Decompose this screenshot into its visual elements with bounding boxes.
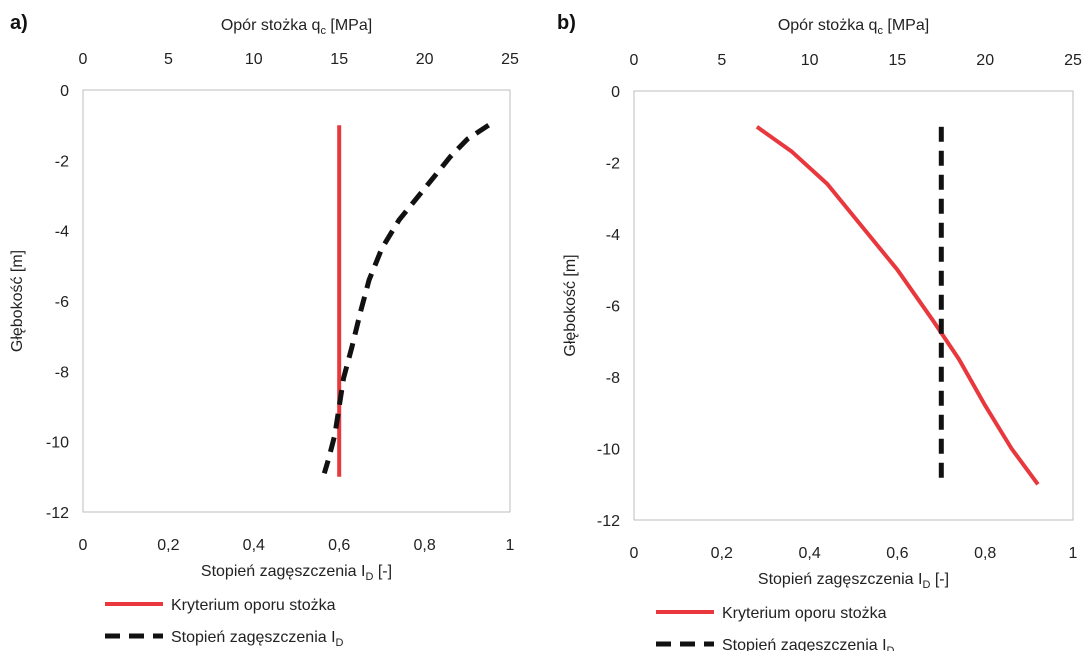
plot-area	[633, 90, 1074, 521]
series-line-criterion	[755, 125, 1040, 486]
bottom-axis-tick-label: 0	[79, 537, 88, 554]
y-axis-tick-label: -6	[55, 294, 69, 311]
chart-svg-b: 0 5 10 15 20 250 0,2 0,4 0,6 0,8 10-2-4-6-8-10-12O…	[562, 17, 1082, 656]
legend-label: Stopień zagęszczenia ID	[171, 629, 344, 649]
y-axis-tick-label: -2	[55, 153, 69, 170]
bottom-axis-tick-label: 1	[506, 537, 515, 554]
chart-svg-a: 0 5 10 15 20 250 0,2 0,4 0,6 0,8 10-2-4-6-8-10-12O…	[9, 17, 519, 649]
y-axis-tick-label: -4	[606, 227, 620, 244]
y-axis-tick-label: -8	[606, 370, 620, 387]
y-axis-tick-label: -6	[606, 299, 620, 316]
top-axis-tick-label: 20	[416, 51, 434, 68]
bottom-axis-tick-label: 0,8	[974, 545, 996, 562]
bottom-axis-tick-label: 0,4	[798, 545, 820, 562]
bottom-axis-title: Stopień zagęszczenia ID [-]	[201, 563, 392, 583]
top-axis-tick-label: 5	[164, 51, 173, 68]
top-axis-tick-label: 10	[801, 52, 819, 69]
series-line-density	[321, 123, 490, 475]
top-axis-tick-label: 10	[245, 51, 263, 68]
y-axis-tick-label: -12	[597, 513, 620, 530]
top-axis-tick-label: 15	[889, 52, 907, 69]
top-axis-tick-label: 25	[1064, 52, 1082, 69]
legend-label: Stopień zagęszczenia ID	[722, 637, 895, 651]
y-axis-tick-label: -8	[55, 364, 69, 381]
plot-area	[82, 89, 511, 513]
top-axis-tick-label: 20	[976, 52, 994, 69]
top-axis-tick-label: 15	[330, 51, 348, 68]
y-axis-tick-label: -12	[46, 505, 69, 522]
bottom-axis-tick-label: 0,8	[413, 537, 435, 554]
top-axis-tick-label: 25	[501, 51, 519, 68]
y-axis-tick-label: 0	[60, 83, 69, 100]
bottom-axis-tick-label: 0,4	[243, 537, 265, 554]
legend-label: Kryterium oporu stożka	[171, 597, 336, 614]
bottom-axis-tick-label: 0,2	[711, 545, 733, 562]
bottom-axis-tick-label: 1	[1069, 545, 1078, 562]
chart-panel-a: a) 0 5 10 15 20 25 0 0,2 0,4 0,6 0,8 1 0 -2 -4 -6 -8 -10-…	[0, 0, 543, 651]
chart-panel-b: b) 0 5 10 15 20 25 0 0,2 0,4 0,6 0,8 1 0 -2 -4 -6 -8 -10-…	[543, 0, 1086, 656]
top-axis-tick-label: 0	[630, 52, 639, 69]
y-axis-tick-label: -10	[46, 435, 69, 452]
panel-label: b)	[557, 12, 576, 34]
top-axis-tick-label: 5	[717, 52, 726, 69]
y-axis-tick-label: -10	[597, 442, 620, 459]
top-axis-title: Opór stożka qc [MPa]	[778, 17, 929, 37]
y-axis-tick-label: -2	[606, 156, 620, 173]
bottom-axis-tick-label: 0,6	[328, 537, 350, 554]
bottom-axis-title: Stopień zagęszczenia ID [-]	[758, 571, 949, 591]
y-axis-tick-label: 0	[611, 84, 620, 101]
top-axis-title: Opór stożka qc [MPa]	[221, 17, 372, 37]
y-axis-tick-label: -4	[55, 224, 69, 241]
y-axis-title: Głębokość [m]	[562, 254, 579, 356]
bottom-axis-tick-label: 0,6	[886, 545, 908, 562]
top-axis-tick-label: 0	[79, 51, 88, 68]
legend-label: Kryterium oporu stożka	[722, 605, 887, 622]
panel-label: a)	[10, 12, 28, 34]
bottom-axis-tick-label: 0	[630, 545, 639, 562]
bottom-axis-tick-label: 0,2	[157, 537, 179, 554]
y-axis-title: Głębokość [m]	[9, 250, 26, 352]
